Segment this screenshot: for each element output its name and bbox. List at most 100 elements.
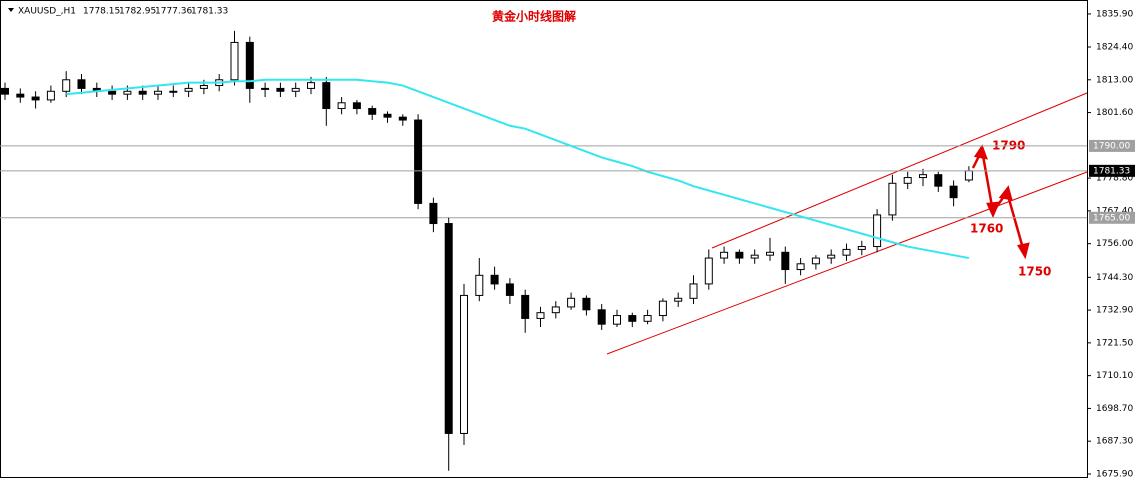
candle-body (521, 294, 530, 319)
annotation: 1760 (970, 222, 1003, 236)
candle-body (643, 315, 652, 322)
candle-body (505, 283, 514, 296)
candle-body (368, 108, 377, 115)
candle-body (1, 87, 9, 95)
y-tick-label: 1756.00 (1096, 239, 1133, 249)
price-label-box (1089, 164, 1135, 177)
candle-body (77, 79, 86, 89)
y-tick-label: 1835.90 (1096, 9, 1133, 19)
symbol: XAUUSD_,H1 (18, 7, 76, 17)
channel-lower (606, 171, 1088, 355)
candle-body (245, 41, 254, 89)
y-tick-label: 1675.90 (1096, 469, 1133, 479)
candle-body (337, 102, 346, 110)
candle-body (597, 309, 606, 325)
candle-body (184, 87, 193, 92)
moving-average (66, 78, 970, 260)
candle-body (674, 297, 683, 302)
candle-body (903, 177, 912, 184)
candle-body (781, 251, 790, 271)
candle-body (888, 182, 897, 216)
y-tick-label: 1778.80 (1096, 174, 1133, 184)
candle-body (582, 297, 591, 311)
price-label: 1781.33 (1093, 166, 1130, 176)
candle-body (750, 254, 759, 259)
candle-body (964, 170, 973, 181)
candle-body (62, 79, 71, 92)
y-tick-label: 1824.40 (1096, 43, 1133, 53)
candle-body (949, 185, 958, 199)
candle-body (735, 251, 744, 259)
header-low: 1777.36 (155, 7, 192, 17)
candle-body (414, 119, 423, 204)
candle-body (490, 274, 499, 285)
y-tick-label: 1710.10 (1096, 371, 1133, 381)
level-label: 1765.00 (1093, 213, 1130, 223)
y-tick-label: 1698.70 (1096, 404, 1133, 414)
y-tick-label: 1744.30 (1096, 273, 1133, 283)
candle-body (138, 90, 147, 95)
level-label-box (1089, 139, 1135, 152)
candle-body (873, 214, 882, 248)
candle-body (31, 96, 40, 101)
header-open: 1778.15 (83, 7, 120, 17)
candle-body (842, 248, 851, 256)
candle-body (291, 87, 300, 92)
candle-body (307, 82, 315, 89)
candle-body (628, 315, 637, 322)
y-tick-label: 1767.40 (1096, 206, 1133, 216)
candle-body (475, 274, 484, 296)
annotation: 1750 (1018, 265, 1051, 279)
candle-body (720, 251, 729, 259)
plot-frame (0, 0, 1088, 478)
candle-body (796, 263, 805, 271)
candle-body (934, 174, 943, 187)
header-high: 1782.95 (119, 7, 156, 17)
candle-body (689, 283, 698, 299)
candle-body (613, 315, 621, 325)
candle-body (169, 90, 178, 93)
candle-body (460, 294, 468, 434)
candle-body (199, 85, 208, 89)
candle-body (154, 90, 162, 95)
level-label: 1790.00 (1093, 141, 1130, 151)
y-tick-label: 1801.60 (1096, 108, 1133, 118)
candle-body (261, 87, 270, 90)
candle-body (123, 90, 132, 95)
candle-body (444, 223, 453, 434)
candle-body (827, 254, 836, 259)
candle-body (352, 102, 361, 110)
candle-body (383, 113, 392, 118)
menu-arrow[interactable] (8, 8, 14, 12)
arrowhead (1017, 242, 1030, 260)
candle-body (16, 93, 25, 98)
level-label-box (1089, 211, 1135, 224)
candle-body (230, 41, 239, 81)
arrowhead (973, 144, 988, 160)
candle-body (766, 251, 774, 256)
candle-body (567, 297, 576, 308)
y-tick-label: 1687.30 (1096, 437, 1133, 447)
candle-body (919, 174, 927, 179)
y-tick-label: 1721.50 (1096, 338, 1133, 348)
candle-body (276, 87, 285, 92)
candle-body (398, 116, 407, 121)
candle-body (658, 300, 667, 317)
candle-body (322, 82, 331, 110)
candle-body (811, 257, 820, 265)
candle-body (536, 312, 545, 319)
candle-body (704, 257, 713, 285)
chart-title: 黄金小时线图解 (492, 9, 576, 24)
candle-body (857, 246, 866, 250)
candles (1, 30, 973, 471)
header-close: 1781.33 (191, 7, 228, 17)
candle-body (46, 90, 55, 101)
candle-body (108, 90, 117, 95)
arrowhead (998, 185, 1013, 201)
arrowhead (986, 201, 1000, 219)
candle-body (429, 202, 438, 225)
candle-body (551, 306, 560, 314)
y-tick-label: 1813.00 (1096, 75, 1133, 85)
y-tick-label: 1732.90 (1096, 306, 1133, 316)
